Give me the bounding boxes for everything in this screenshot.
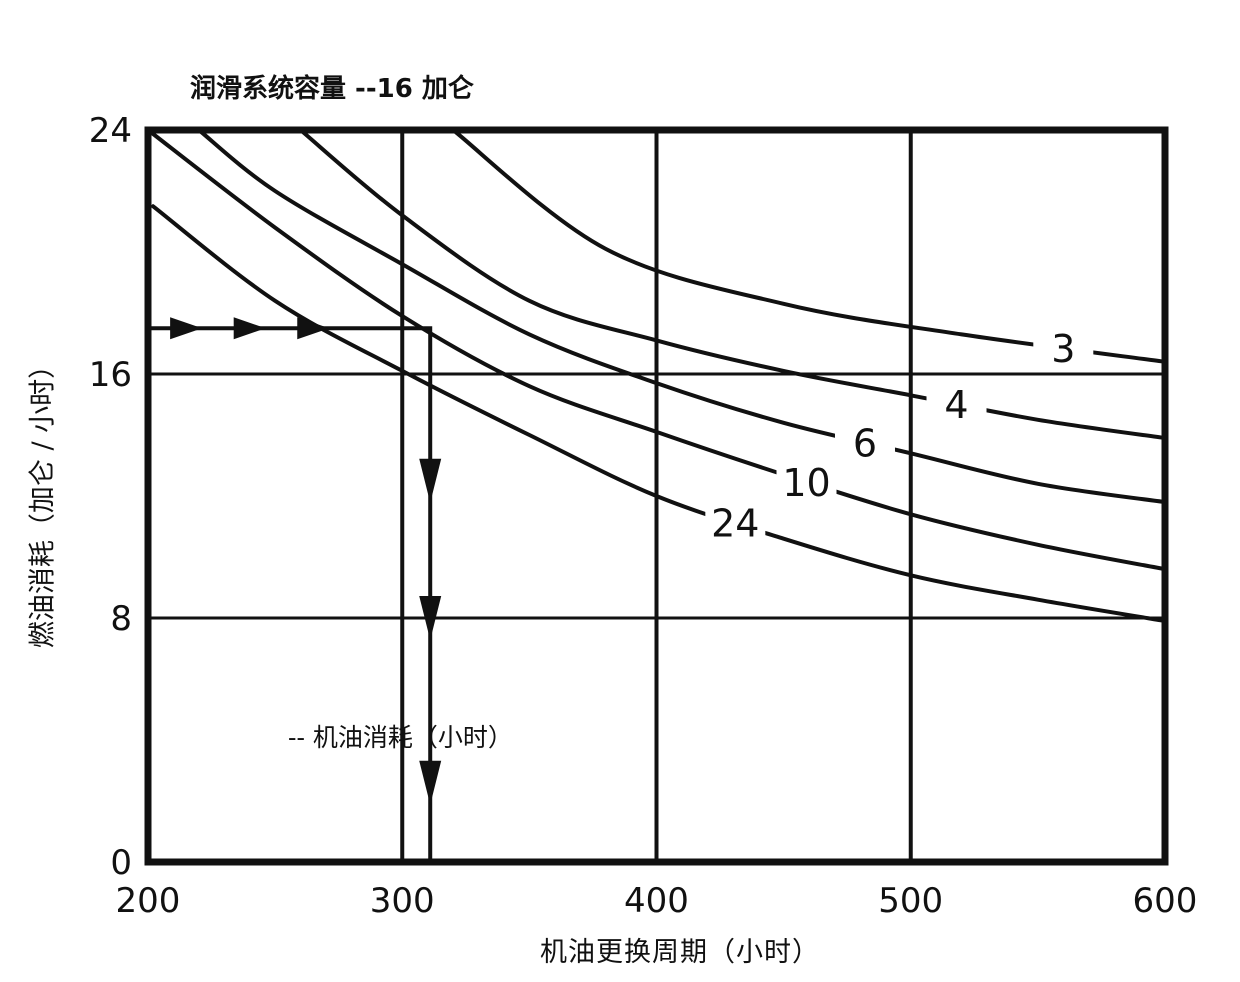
x-tick-300: 300: [370, 881, 435, 921]
annotation-text: -- 机油消耗（小时）: [288, 723, 513, 752]
arrow-right-1: [170, 317, 203, 340]
y-tick-16: 16: [89, 355, 132, 395]
arrow-down-2: [419, 596, 442, 640]
x-tick-500: 500: [878, 881, 943, 921]
curve-label-3: 3: [1051, 327, 1075, 371]
plot-frame: [144, 126, 1169, 866]
curve-label-6: 6: [853, 421, 877, 465]
curve-4: [298, 128, 1167, 440]
plot-border: [144, 126, 1169, 866]
y-axis-label: 燃油消耗（加仑 / 小时）: [27, 351, 59, 649]
x-tick-400: 400: [624, 881, 689, 921]
curve-label-4: 4: [944, 383, 968, 427]
arrow-down-3: [419, 760, 442, 805]
y-tick-24: 24: [89, 111, 132, 151]
curve-label-bg-3: [1033, 326, 1094, 371]
x-tick-600: 600: [1133, 881, 1198, 921]
curve-label-24: 24: [711, 501, 759, 545]
curve-24: [151, 204, 1167, 623]
curve-series: [146, 128, 1167, 623]
arrow-right-2: [233, 317, 266, 340]
y-tick-0: 0: [110, 843, 132, 883]
curve-labels: 3 4 6 10 24: [705, 326, 1094, 545]
curve-6: [196, 128, 1167, 505]
tick-labels: 200 300 400 500 600 0 8 16 24: [89, 111, 1198, 921]
annotation-path: [148, 317, 442, 862]
arrow-down-1: [419, 458, 442, 503]
curve-label-10: 10: [782, 461, 830, 505]
curve-label-bg-10: [776, 459, 837, 504]
arrow-right-3: [297, 317, 330, 340]
y-tick-8: 8: [110, 599, 132, 639]
curve-label-bg-4: [926, 382, 987, 427]
curve-10: [146, 128, 1167, 572]
curve-label-bg-6: [834, 420, 895, 465]
chart-title: 润滑系统容量 --16 加仑: [190, 74, 474, 104]
annotation-line: [148, 326, 433, 862]
curve-label-bg-24: [705, 500, 766, 545]
x-axis-label: 机油更换周期（小时）: [540, 937, 820, 968]
x-tick-200: 200: [116, 881, 181, 921]
grid-lines: [148, 130, 1165, 862]
